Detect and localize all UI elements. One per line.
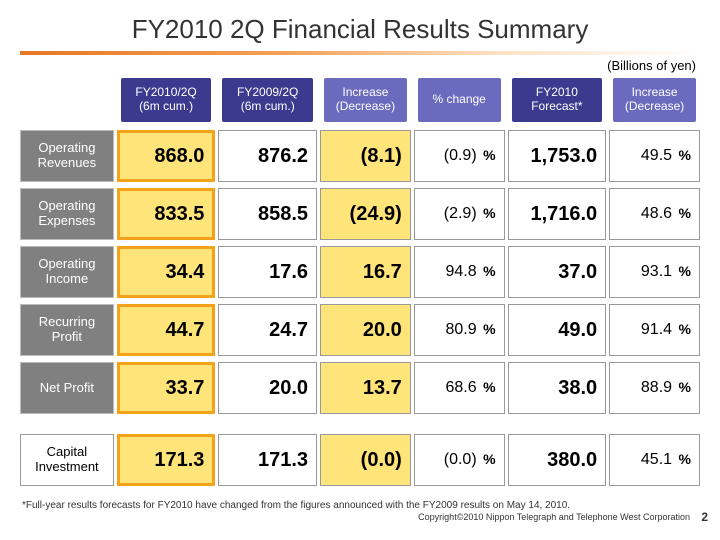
cell-fy2010-forecast: 37.0 — [508, 246, 607, 298]
value-pct: 48.6 % — [641, 205, 691, 223]
row-label: RecurringProfit — [20, 304, 114, 356]
cell-increase-decrease: 20.0 — [320, 304, 411, 356]
value: 833.5 — [154, 203, 204, 226]
cell-fy2010-2q: 34.4 — [117, 246, 216, 298]
cell-increase-decrease-pct: 49.5 % — [609, 130, 700, 182]
cell-fy2009-2q: 20.0 — [218, 362, 317, 414]
table-row: RecurringProfit 44.7 24.7 20.0 80.9 % 49.0 91.… — [20, 304, 700, 356]
cell-pct-change: 94.8 % — [414, 246, 505, 298]
header-col-2: FY2009/2Q(6m cum.) — [222, 78, 313, 122]
value: 171.3 — [258, 449, 308, 472]
cell-pct-change: 68.6 % — [414, 362, 505, 414]
value-pct: 80.9 % — [446, 321, 496, 339]
row-label: Net Profit — [20, 362, 114, 414]
table-row: OperatingRevenues 868.0 876.2 (8.1) (0.9) % 1… — [20, 130, 700, 182]
value-pct: 94.8 % — [446, 263, 496, 281]
value: 1,753.0 — [530, 145, 597, 168]
value: (0.0) — [361, 449, 402, 472]
value: (8.1) — [361, 145, 402, 168]
value: 24.7 — [269, 319, 308, 342]
cell-fy2009-2q: 876.2 — [218, 130, 317, 182]
page-title: FY2010 2Q Financial Results Summary — [0, 0, 720, 51]
value: 858.5 — [258, 203, 308, 226]
value: 380.0 — [547, 449, 597, 472]
value: 876.2 — [258, 145, 308, 168]
value: 20.0 — [363, 319, 402, 342]
value: 33.7 — [165, 377, 204, 400]
cell-fy2010-forecast: 1,716.0 — [508, 188, 607, 240]
table-row: OperatingIncome 34.4 17.6 16.7 94.8 % 37.0 93.… — [20, 246, 700, 298]
value: 20.0 — [269, 377, 308, 400]
cell-pct-change: 80.9 % — [414, 304, 505, 356]
value-pct: 88.9 % — [641, 379, 691, 397]
value-pct: 93.1 % — [641, 263, 691, 281]
table-row: Net Profit 33.7 20.0 13.7 68.6 % 38.0 88.9 % — [20, 362, 700, 414]
row-label: OperatingExpenses — [20, 188, 114, 240]
cell-increase-decrease-pct: 91.4 % — [609, 304, 700, 356]
header-col-1: FY2010/2Q(6m cum.) — [121, 78, 212, 122]
row-label: OperatingIncome — [20, 246, 114, 298]
cell-pct-change: (0.9) % — [414, 130, 505, 182]
cell-increase-decrease-pct: 45.1 % — [609, 434, 700, 486]
unit-label: (Billions of yen) — [607, 58, 696, 73]
header-row: FY2010/2Q(6m cum.) FY2009/2Q(6m cum.) In… — [20, 76, 700, 124]
cell-increase-decrease: 16.7 — [320, 246, 411, 298]
footnote: *Full-year results forecasts for FY2010 … — [22, 500, 570, 511]
value: 37.0 — [558, 261, 597, 284]
copyright: Copyright©2010 Nippon Telegraph and Tele… — [418, 512, 690, 522]
value: 13.7 — [363, 377, 402, 400]
value: 868.0 — [154, 145, 204, 168]
header-col-6: Increase(Decrease) — [613, 78, 696, 122]
value-pct: (0.9) % — [444, 147, 496, 165]
cell-fy2010-forecast: 380.0 — [508, 434, 607, 486]
cell-fy2010-forecast: 49.0 — [508, 304, 607, 356]
cell-fy2010-forecast: 1,753.0 — [508, 130, 607, 182]
financial-table: FY2010/2Q(6m cum.) FY2009/2Q(6m cum.) In… — [20, 76, 700, 486]
cell-fy2010-forecast: 38.0 — [508, 362, 607, 414]
value-pct: 91.4 % — [641, 321, 691, 339]
value: 16.7 — [363, 261, 402, 284]
cell-increase-decrease: (0.0) — [320, 434, 411, 486]
value: 17.6 — [269, 261, 308, 284]
header-col-5: FY2010Forecast* — [512, 78, 603, 122]
title-rule — [20, 51, 700, 55]
value-pct: 49.5 % — [641, 147, 691, 165]
cell-fy2009-2q: 858.5 — [218, 188, 317, 240]
cell-increase-decrease: (24.9) — [320, 188, 411, 240]
header-col-4: % change — [418, 78, 501, 122]
table-row: OperatingExpenses 833.5 858.5 (24.9) (2.9) %… — [20, 188, 700, 240]
row-label: OperatingRevenues — [20, 130, 114, 182]
value: 49.0 — [558, 319, 597, 342]
value: 34.4 — [165, 261, 204, 284]
cell-fy2009-2q: 171.3 — [218, 434, 317, 486]
cell-increase-decrease-pct: 88.9 % — [609, 362, 700, 414]
value-pct: (0.0) % — [444, 451, 496, 469]
cell-pct-change: (0.0) % — [414, 434, 505, 486]
cell-increase-decrease-pct: 93.1 % — [609, 246, 700, 298]
cell-fy2009-2q: 24.7 — [218, 304, 317, 356]
value: (24.9) — [350, 203, 402, 226]
page-number: 2 — [701, 510, 708, 524]
value-pct: (2.9) % — [444, 205, 496, 223]
cell-fy2010-2q: 833.5 — [117, 188, 216, 240]
row-label: CapitalInvestment — [20, 434, 114, 486]
cell-fy2010-2q: 33.7 — [117, 362, 216, 414]
value: 1,716.0 — [530, 203, 597, 226]
value: 44.7 — [165, 319, 204, 342]
cell-fy2010-2q: 868.0 — [117, 130, 216, 182]
cell-increase-decrease-pct: 48.6 % — [609, 188, 700, 240]
value-pct: 68.6 % — [446, 379, 496, 397]
cell-increase-decrease: 13.7 — [320, 362, 411, 414]
cell-fy2010-2q: 171.3 — [117, 434, 216, 486]
header-col-3: Increase(Decrease) — [324, 78, 407, 122]
cell-fy2010-2q: 44.7 — [117, 304, 216, 356]
cell-pct-change: (2.9) % — [414, 188, 505, 240]
value: 38.0 — [558, 377, 597, 400]
value-pct: 45.1 % — [641, 451, 691, 469]
value: 171.3 — [154, 449, 204, 472]
cell-increase-decrease: (8.1) — [320, 130, 411, 182]
cell-fy2009-2q: 17.6 — [218, 246, 317, 298]
table-row: CapitalInvestment 171.3 171.3 (0.0) (0.0) % 3… — [20, 434, 700, 486]
